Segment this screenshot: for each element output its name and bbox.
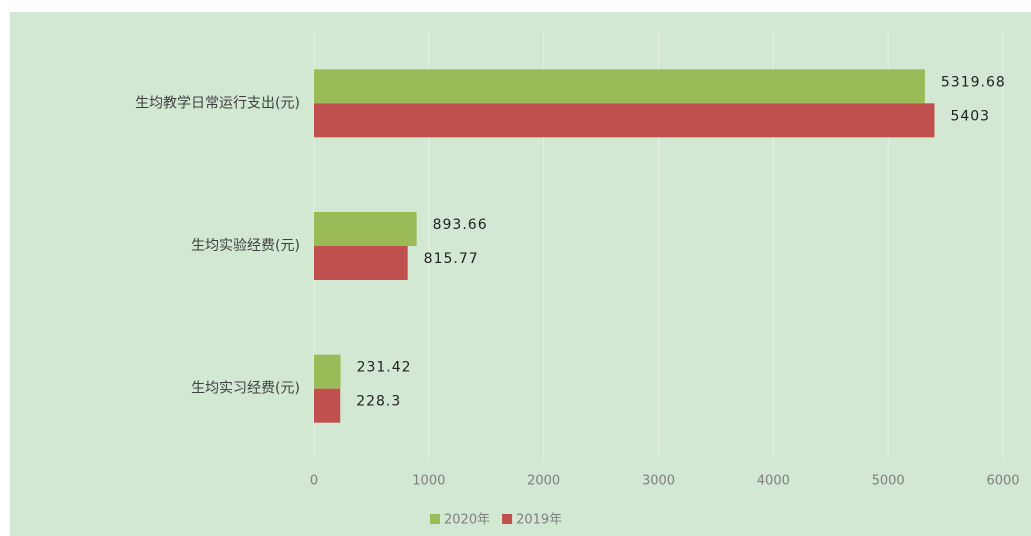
x-tick-label: 5000 — [872, 474, 905, 489]
bar — [314, 354, 341, 389]
value-label: 231.42 — [357, 360, 412, 376]
value-label: 5403 — [950, 108, 990, 124]
legend-label: 2020年 — [444, 513, 490, 528]
value-label: 5319.68 — [941, 74, 1006, 90]
legend-swatch — [502, 514, 513, 524]
legend-swatch — [430, 514, 440, 524]
value-label: 893.66 — [433, 217, 488, 233]
bar — [314, 388, 341, 423]
bar — [314, 103, 935, 138]
legend-label: 2019年 — [516, 513, 562, 528]
y-tick-label: 生均实验经费(元) — [191, 238, 300, 254]
x-tick-label: 6000 — [986, 474, 1019, 489]
y-tick-label: 生均教学日常运行支出(元) — [135, 95, 300, 111]
bar — [314, 246, 408, 280]
value-label: 228.3 — [356, 394, 401, 410]
bar — [314, 212, 417, 246]
x-tick-label: 3000 — [642, 474, 675, 489]
x-tick-label: 4000 — [757, 474, 790, 489]
x-tick-label: 0 — [310, 474, 318, 489]
bar — [314, 69, 925, 104]
value-label: 815.77 — [424, 251, 479, 267]
x-tick-label: 2000 — [527, 474, 560, 489]
x-tick-label: 1000 — [412, 474, 445, 489]
y-tick-label: 生均实习经费(元) — [191, 381, 300, 397]
